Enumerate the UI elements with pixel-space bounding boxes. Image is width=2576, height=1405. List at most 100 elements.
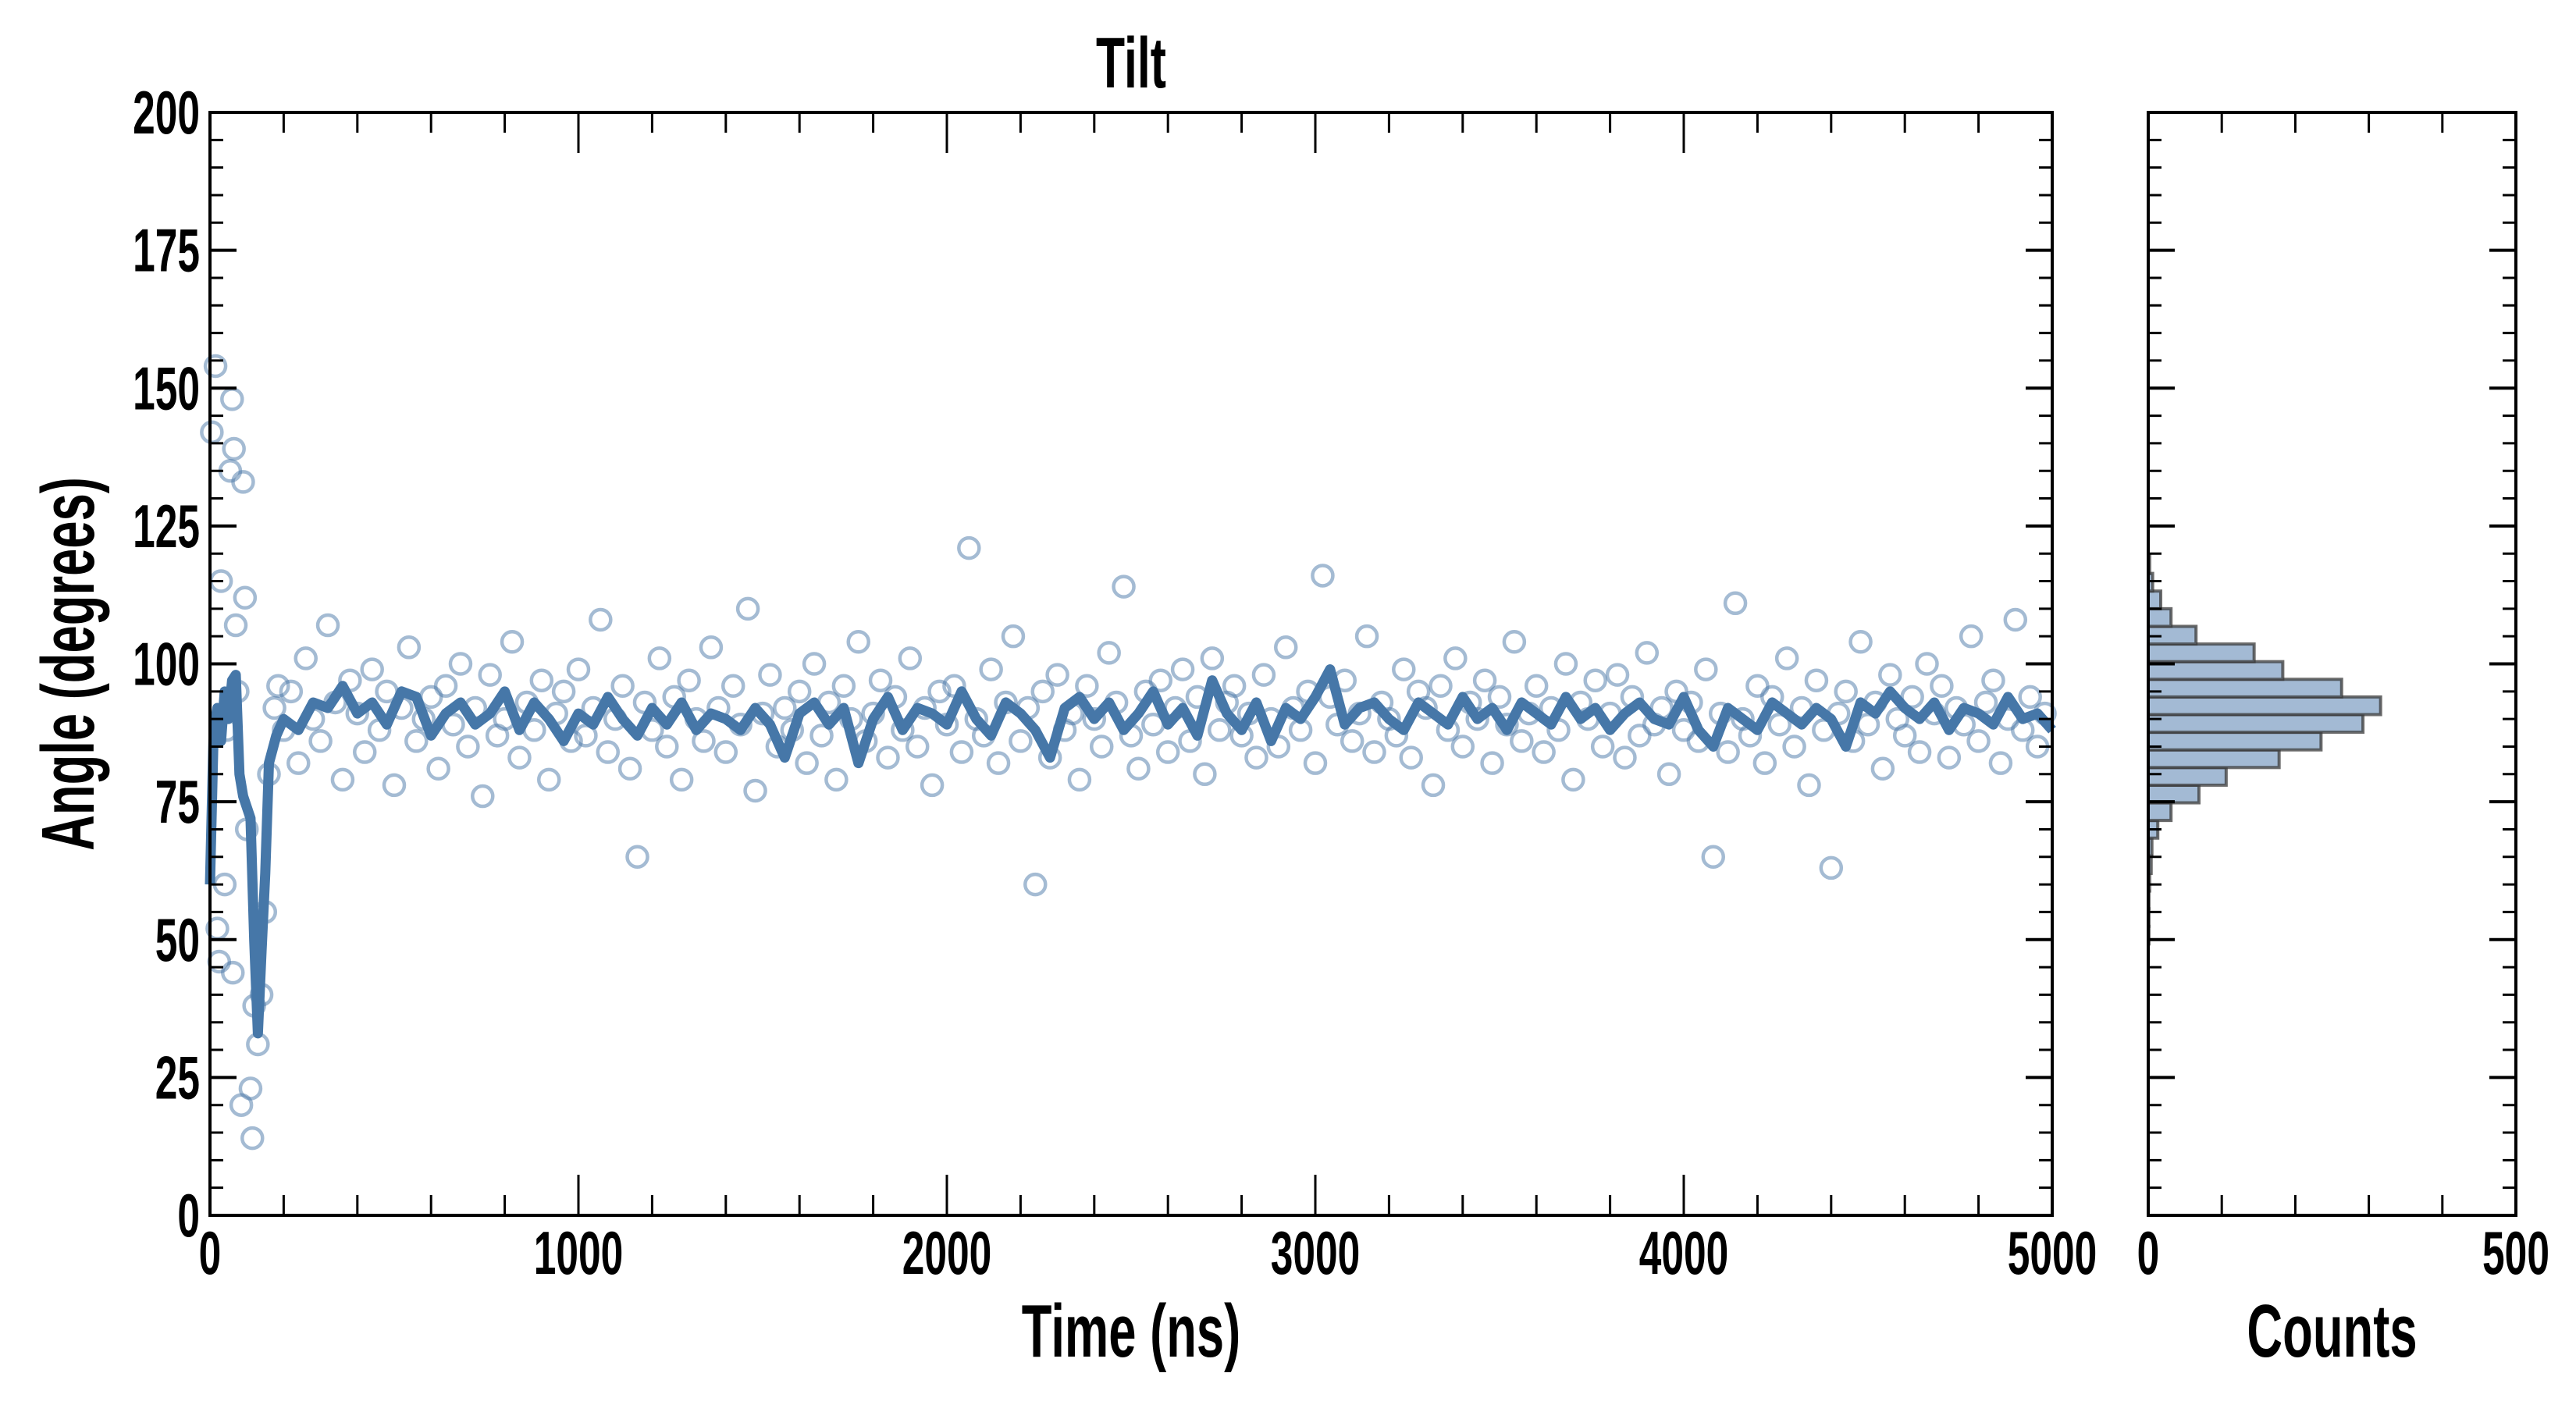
scatter-point — [1399, 745, 1423, 770]
scatter-point — [507, 745, 532, 770]
scatter-point — [1009, 729, 1033, 753]
scatter-point — [655, 735, 679, 759]
scatter-point — [286, 751, 311, 775]
scatter-point — [898, 646, 923, 670]
scatter-point — [233, 585, 258, 610]
scatter-point — [957, 535, 981, 560]
scatter-point — [596, 740, 621, 764]
scatter-point — [1170, 657, 1195, 681]
scatter-point — [1532, 740, 1556, 764]
scatter-point — [478, 663, 502, 687]
scatter-point — [692, 729, 716, 753]
scatter-point — [743, 778, 767, 803]
histogram-bar — [2147, 766, 2228, 787]
scatter-point — [500, 629, 525, 654]
scatter-point — [1303, 751, 1328, 775]
scatter-point — [529, 668, 554, 692]
scatter-point — [1966, 729, 1991, 753]
scatter-point — [1937, 745, 1962, 770]
scatter-point — [625, 845, 649, 870]
y-tick-label: 125 — [133, 493, 200, 560]
scatter-point — [1590, 735, 1615, 759]
scatter-point — [1774, 646, 1799, 670]
scatter-point — [1082, 706, 1107, 731]
scatter-point — [1443, 646, 1468, 670]
scatter-point — [1112, 574, 1136, 599]
scatter-point — [551, 679, 576, 704]
scatter-point — [809, 724, 834, 748]
scatter-point — [1450, 735, 1475, 759]
scatter-point — [240, 1126, 265, 1151]
scatter-point — [220, 387, 244, 411]
scatter-point — [1472, 668, 1497, 692]
scatter-point — [617, 756, 642, 781]
scatter-point — [1200, 646, 1225, 670]
y-tick-marks — [2148, 111, 2516, 1217]
x-tick-marks — [208, 112, 2054, 1215]
scatter-point — [1797, 773, 1821, 798]
scatter-point — [1930, 674, 1954, 699]
scatter-point — [1208, 718, 1232, 742]
histogram-bar — [2147, 731, 2323, 752]
scatter-point — [397, 635, 422, 660]
scatter-point — [231, 470, 255, 494]
x-axis-label: Time (ns) — [1022, 1289, 1240, 1373]
y-tick-label: 150 — [133, 355, 200, 423]
scatter-point — [1030, 679, 1055, 704]
scatter-point — [294, 646, 318, 670]
y-tick-label: 75 — [155, 768, 200, 836]
scatter-point — [1981, 668, 2005, 692]
scatter-point — [352, 740, 377, 764]
histogram-bar — [2147, 713, 2365, 735]
scatter-point — [1023, 872, 1048, 897]
scatter-point — [949, 740, 974, 764]
histogram-plot — [2147, 111, 2517, 1217]
scatter-point — [1392, 657, 1416, 681]
scatter-point — [1819, 855, 1844, 880]
scatter-point — [1907, 740, 1932, 764]
scatter-point — [200, 420, 224, 445]
scatter-point — [315, 613, 340, 638]
scatter-point — [221, 960, 245, 985]
scatter-point — [1273, 635, 1298, 660]
scatter-point — [308, 729, 333, 753]
histogram-bar — [2147, 695, 2382, 717]
main-scatter-plot — [200, 111, 2057, 1217]
scatter-point — [1429, 674, 1453, 699]
scatter-point — [1244, 745, 1268, 770]
scatter-point — [456, 735, 480, 759]
x-tick-label: 1000 — [534, 1219, 624, 1287]
hist-x-tick-label: 500 — [2482, 1219, 2549, 1287]
x-tick-label: 5000 — [2008, 1219, 2097, 1287]
scatter-point — [1804, 668, 1829, 692]
hist-x-axis-label: Counts — [2247, 1289, 2417, 1373]
scatter-point — [1583, 668, 1607, 692]
hist-x-tick-label: 0 — [2137, 1219, 2160, 1287]
scatter-point — [831, 674, 856, 699]
scatter-point — [1988, 751, 2013, 775]
scatter-point — [669, 767, 694, 792]
scatter-point — [1656, 762, 1681, 787]
scatter-point — [1870, 756, 1895, 781]
scatter-point — [720, 674, 745, 699]
histogram-bar — [2147, 748, 2281, 770]
chart-title: Tilt — [1096, 22, 1166, 103]
scatter-point — [677, 668, 701, 692]
scatter-point — [404, 729, 429, 753]
scatter-point — [574, 724, 598, 748]
scatter-point — [566, 657, 591, 681]
x-tick-label: 3000 — [1271, 1219, 1361, 1287]
scatter-point — [536, 767, 561, 792]
scatter-point — [2018, 685, 2042, 710]
scatter-point — [795, 751, 819, 775]
scatter-point — [1723, 591, 1748, 616]
scatter-point — [1502, 629, 1527, 654]
scatter-point — [1251, 663, 1276, 687]
scatter-point — [1959, 624, 1984, 649]
scatter-point — [824, 767, 849, 792]
scatter-point — [868, 668, 893, 692]
histogram-bar — [2147, 801, 2173, 823]
scatter-point — [1553, 652, 1578, 676]
scatter-point — [713, 740, 738, 764]
